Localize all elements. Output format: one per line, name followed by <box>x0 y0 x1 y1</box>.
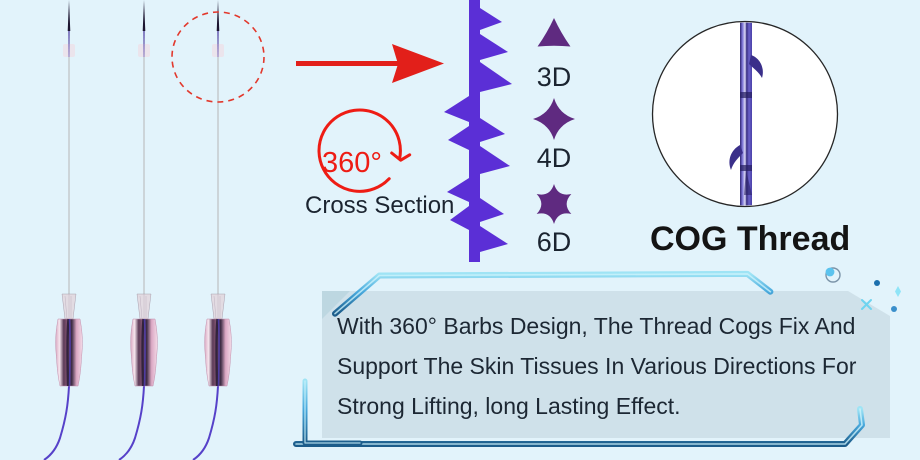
svg-text:With 360° Barbs Design, The Th: With 360° Barbs Design, The Thread Cogs … <box>337 313 855 339</box>
svg-text:Cross Section: Cross Section <box>305 192 454 219</box>
svg-text:Support The Skin Tissues In Va: Support The Skin Tissues In Various Dire… <box>337 353 857 379</box>
svg-text:3D: 3D <box>537 62 572 92</box>
svg-text:6D: 6D <box>537 227 572 257</box>
svg-text:Strong Lifting, long Lasting: Strong Lifting, long Lasting Effect. <box>337 393 681 419</box>
svg-text:360°: 360° <box>322 147 382 179</box>
svg-text:4D: 4D <box>537 143 572 173</box>
svg-text:COG Thread: COG Thread <box>650 220 850 258</box>
